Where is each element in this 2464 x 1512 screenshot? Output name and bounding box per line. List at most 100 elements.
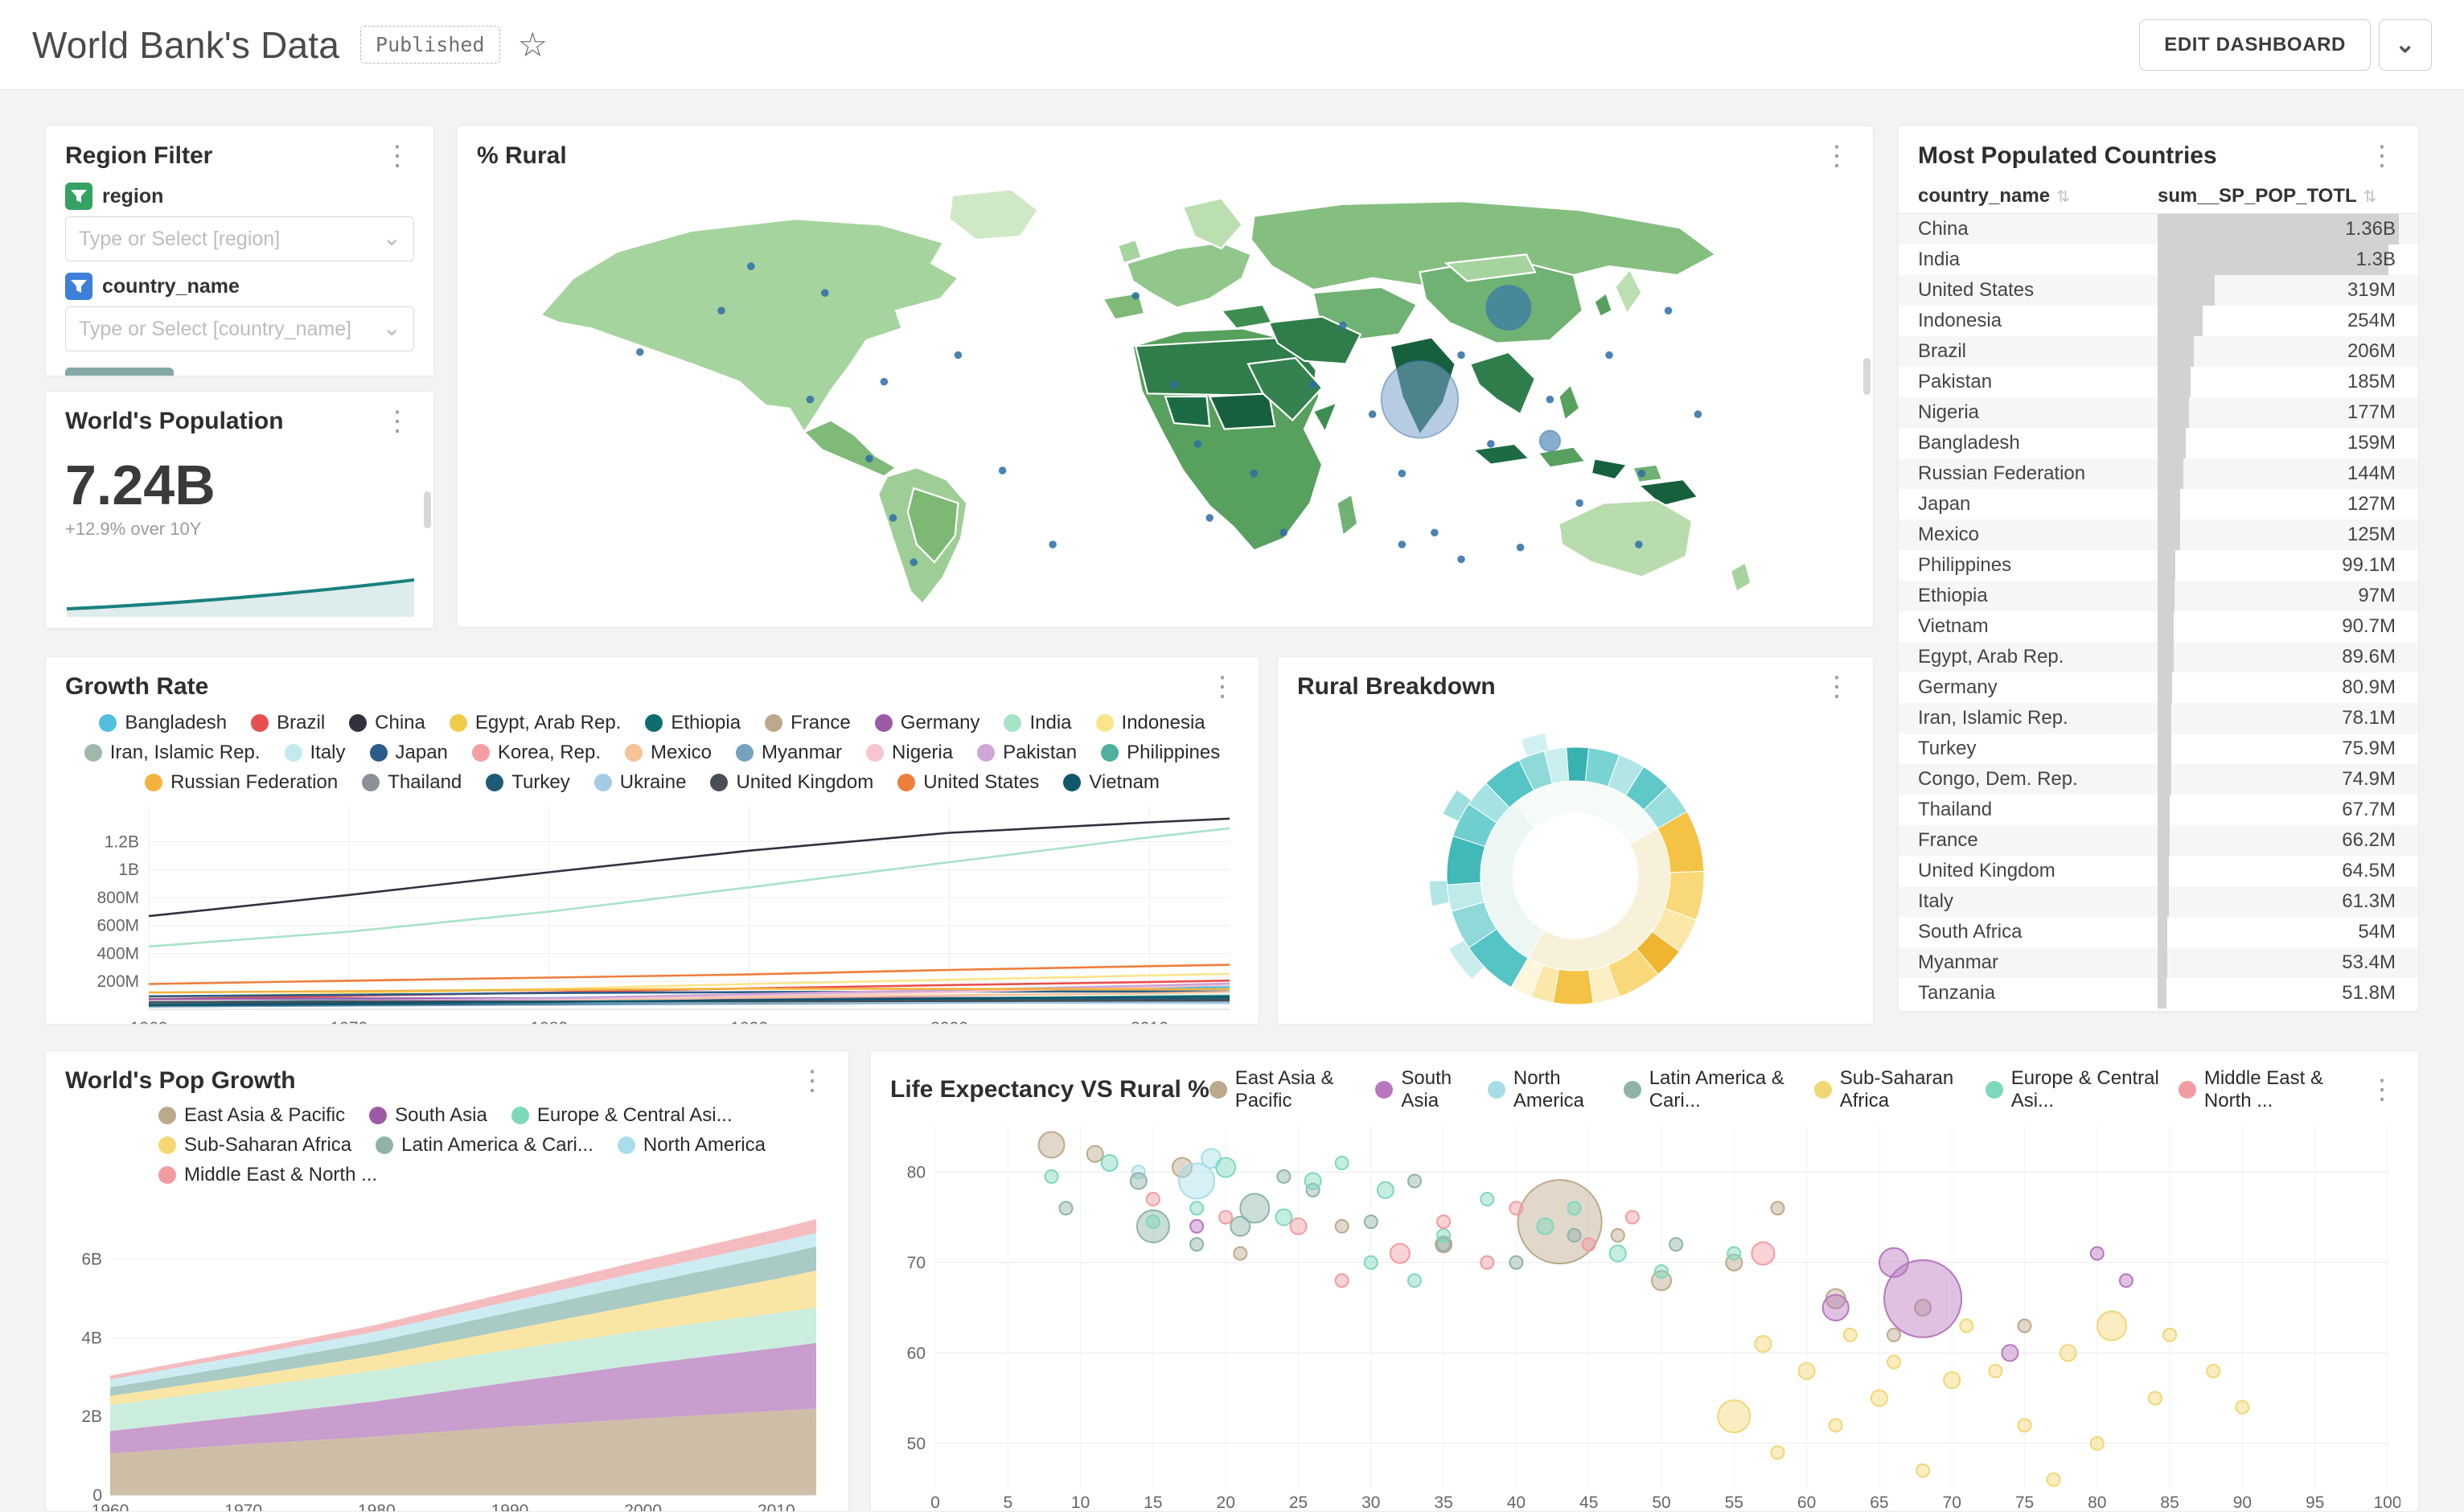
population-value: 89.6M (2342, 646, 2396, 668)
region-filter-icon (65, 183, 92, 210)
svg-text:50: 50 (907, 1435, 926, 1453)
growth-legend-item[interactable]: Vietnam (1063, 771, 1160, 794)
growth-legend-item[interactable]: Iran, Islamic Rep. (84, 742, 261, 764)
area-legend-item[interactable]: North America (617, 1134, 766, 1157)
island-sulawesi (1590, 457, 1629, 481)
country-mongolia (1443, 253, 1537, 282)
growth-legend-item[interactable]: Italy (284, 742, 346, 764)
growth-legend-item[interactable]: China (349, 712, 425, 734)
legend-label: Korea, Rep. (497, 742, 601, 763)
population-value-cell: 185M (2158, 367, 2399, 397)
card-menu-icon[interactable]: ⋮ (2368, 141, 2396, 171)
scatter-legend-item[interactable]: Europe & Central Asi... (1985, 1067, 2159, 1112)
region-select-input[interactable] (65, 216, 414, 261)
resize-handle[interactable] (1863, 358, 1871, 395)
life-expectancy-card: Life Expectancy VS Rural % East Asia & P… (870, 1050, 2419, 1512)
country-name-cell: Brazil (1918, 340, 1967, 362)
column-header-population[interactable]: sum__SP_POP_TOTL ⇅ (2158, 185, 2377, 207)
column-header-country[interactable]: country_name ⇅ (1918, 185, 2070, 207)
growth-legend-item[interactable]: Brazil (251, 712, 325, 734)
legend-label: Ethiopia (671, 712, 741, 733)
population-value-cell: 127M (2158, 489, 2399, 520)
card-menu-icon[interactable]: ⋮ (799, 1066, 826, 1096)
card-menu-icon[interactable]: ⋮ (2368, 1074, 2396, 1105)
region-horn-of-africa (1312, 401, 1339, 434)
edit-dashboard-button[interactable]: EDIT DASHBOARD (2139, 18, 2371, 71)
header-more-actions-button[interactable]: ⌄ (2379, 18, 2432, 71)
card-menu-icon[interactable]: ⋮ (1209, 672, 1236, 702)
card-menu-icon[interactable]: ⋮ (1823, 141, 1850, 171)
population-value: 99.1M (2342, 554, 2396, 576)
legend-dot-icon (158, 1107, 176, 1124)
life-expectancy-scatter-chart[interactable]: 0 5 10 15 20 25 30 35 40 45 50 55 60 65 70 75 80 85 90 95 10… (890, 1117, 2400, 1512)
area-legend-item[interactable]: South Asia (369, 1104, 487, 1127)
growth-legend-item[interactable]: Russian Federation (145, 771, 338, 794)
legend-dot-icon (145, 774, 163, 791)
table-row: France 66.2M (1899, 825, 2418, 856)
area-legend-item[interactable]: Europe & Central Asi... (511, 1104, 733, 1127)
legend-label: East Asia & Pacific (1234, 1067, 1334, 1111)
growth-legend-item[interactable]: Myanmar (736, 742, 842, 764)
country-name-cell: Myanmar (1918, 951, 1999, 973)
population-sparkline[interactable] (65, 565, 416, 617)
scatter-legend-item[interactable]: North America (1487, 1067, 1604, 1112)
growth-legend-item[interactable]: Korea, Rep. (471, 742, 601, 764)
country-select-input[interactable] (65, 306, 414, 351)
value-bar (2158, 978, 2167, 1009)
scatter-legend-item[interactable]: East Asia & Pacific (1209, 1067, 1357, 1112)
resize-handle[interactable] (424, 491, 431, 528)
country-name-cell: Indonesia (1918, 310, 2002, 331)
scatter-legend-item[interactable]: Latin America & Cari... (1623, 1067, 1795, 1112)
world-map[interactable] (476, 175, 1854, 618)
growth-line-chart[interactable]: 1960 1970 1980 1990 2000 2010 200M 400M 600M 800M… (65, 799, 1241, 1025)
card-menu-icon[interactable]: ⋮ (1823, 672, 1850, 702)
growth-legend-item[interactable]: Thailand (362, 771, 462, 794)
value-bar (2158, 397, 2189, 428)
favorite-star-icon[interactable]: ☆ (517, 25, 548, 64)
growth-legend-item[interactable]: United States (897, 771, 1039, 794)
growth-legend-item[interactable]: United Kingdom (710, 771, 873, 794)
growth-legend-item[interactable]: Ukraine (593, 771, 687, 794)
table-row: South Africa 54M (1899, 917, 2418, 947)
legend-label: Sub-Saharan Africa (184, 1134, 352, 1156)
population-value: 67.7M (2342, 799, 2396, 820)
growth-legend-item[interactable]: Philippines (1101, 742, 1220, 764)
growth-legend-item[interactable]: India (1004, 712, 1072, 734)
scatter-legend-item[interactable]: South Asia (1375, 1067, 1468, 1112)
apply-filter-button[interactable]: APPLY (65, 368, 174, 376)
scatter-legend-item[interactable]: Middle East & North ... (2178, 1067, 2351, 1112)
svg-text:60: 60 (1797, 1494, 1816, 1512)
table-row: Congo, Dem. Rep. 74.9M (1899, 764, 2418, 795)
scatter-legend-item[interactable]: Sub-Saharan Africa (1813, 1067, 1966, 1112)
area-legend-item[interactable]: Latin America & Cari... (376, 1134, 593, 1157)
legend-label: Ukraine (619, 771, 687, 793)
population-value: 64.5M (2342, 860, 2396, 881)
area-legend-item[interactable]: Middle East & North ... (158, 1164, 377, 1186)
growth-legend-item[interactable]: Pakistan (977, 742, 1077, 764)
card-menu-icon[interactable]: ⋮ (384, 406, 411, 437)
card-menu-icon[interactable]: ⋮ (384, 141, 411, 171)
population-value: 78.1M (2342, 707, 2396, 729)
growth-legend-item[interactable]: Bangladesh (99, 712, 227, 734)
region-sahel-1 (1208, 392, 1276, 430)
growth-legend-item[interactable]: Japan (369, 742, 448, 764)
growth-legend-item[interactable]: Ethiopia (645, 712, 741, 734)
country-name-cell: Iran, Islamic Rep. (1918, 707, 2068, 729)
rural-breakdown-sunburst[interactable] (1296, 705, 1854, 1025)
population-value-cell: 90.7M (2158, 611, 2399, 642)
legend-label: Russian Federation (170, 771, 339, 793)
area-legend-item[interactable]: Sub-Saharan Africa (158, 1134, 351, 1157)
area-legend-item[interactable]: East Asia & Pacific (158, 1104, 345, 1127)
growth-legend-item[interactable]: Indonesia (1095, 712, 1205, 734)
growth-legend-item[interactable]: Egypt, Arab Rep. (449, 712, 621, 734)
growth-legend-item[interactable]: France (765, 712, 851, 734)
growth-legend-item[interactable]: Mexico (624, 742, 712, 764)
growth-legend-item[interactable]: Nigeria (866, 742, 953, 764)
population-value: 144M (2347, 462, 2396, 484)
growth-legend-item[interactable]: Germany (874, 712, 979, 734)
svg-text:65: 65 (1870, 1494, 1888, 1512)
population-value: 51.8M (2342, 982, 2396, 1004)
svg-text:90: 90 (2233, 1494, 2252, 1512)
growth-legend-item[interactable]: Turkey (486, 771, 570, 794)
